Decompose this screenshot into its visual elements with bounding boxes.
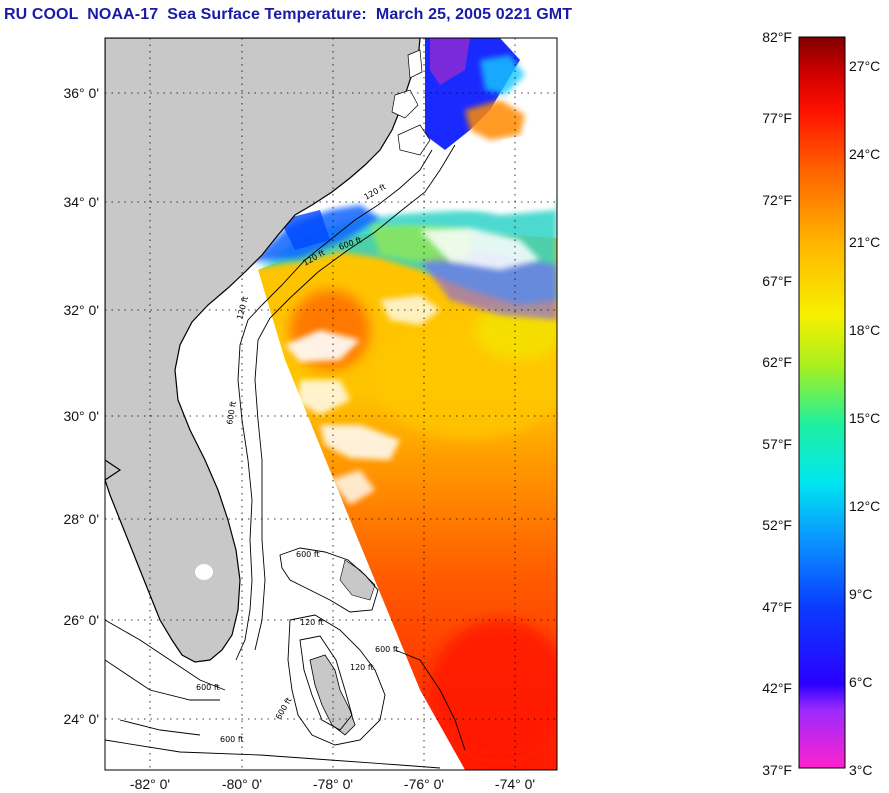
lat-label: 24° 0' [63,711,99,727]
cloud-cover [285,130,557,505]
chart-title: RU COOL NOAA-17 Sea Surface Temperature:… [4,6,573,23]
colorbar-c-label: 21°C [849,234,880,250]
lat-label: 36° 0' [63,85,99,101]
lon-label: -80° 0' [222,776,262,792]
colorbar-f-label: 82°F [762,29,792,45]
colorbar-c-label: 18°C [849,322,880,338]
contour-label: 600 ft [225,401,238,426]
contour-label: 600 ft [196,683,220,692]
colorbar-c-label: 15°C [849,410,880,426]
colorbar-f-label: 72°F [762,192,792,208]
colorbar-f-label: 47°F [762,599,792,615]
colorbar-f-label: 67°F [762,273,792,289]
lon-label: -82° 0' [130,776,170,792]
colorbar-f-label: 77°F [762,110,792,126]
lat-label: 28° 0' [63,511,99,527]
lon-label: -74° 0' [495,776,535,792]
contour-label: 120 ft [300,618,324,627]
map-border [104,37,558,771]
contour-label: 600 ft [220,735,244,744]
lon-label: -78° 0' [313,776,353,792]
lat-label: 32° 0' [63,302,99,318]
colorbar-c-label: 27°C [849,58,880,74]
colorbar-c-label: 3°C [849,762,873,778]
colorbar: 82°F 77°F 72°F 67°F 62°F 57°F 52°F 47°F … [762,29,880,778]
contour-label: 600 ft [375,645,399,654]
colorbar-f-label: 62°F [762,354,792,370]
contour-label: 120 ft [350,663,374,672]
lat-label: 26° 0' [63,612,99,628]
lat-label: 30° 0' [63,408,99,424]
contour-label: 600 ft [296,550,320,559]
colorbar-f-label: 52°F [762,517,792,533]
latitude-labels: 36° 0' 34° 0' 32° 0' 30° 0' 28° 0' 26° 0… [63,85,99,727]
colorbar-c-label: 24°C [849,146,880,162]
inland-water [391,49,431,156]
land [105,38,421,736]
colorbar-c-label: 9°C [849,586,873,602]
colorbar-c-label: 6°C [849,674,873,690]
bathymetry-contours [105,144,466,769]
colorbar-f-label: 42°F [762,680,792,696]
lon-label: -76° 0' [404,776,444,792]
colorbar-gradient [798,36,846,769]
colorbar-f-label: 57°F [762,436,792,452]
map-area: 120 ft 600 ft 120 ft 600 ft 600 ft 120 f… [105,38,557,770]
longitude-labels: -82° 0' -80° 0' -78° 0' -76° 0' -74° 0' [130,776,535,792]
colorbar-c-label: 12°C [849,498,880,514]
lat-label: 34° 0' [63,194,99,210]
colorbar-f-label: 37°F [762,762,792,778]
